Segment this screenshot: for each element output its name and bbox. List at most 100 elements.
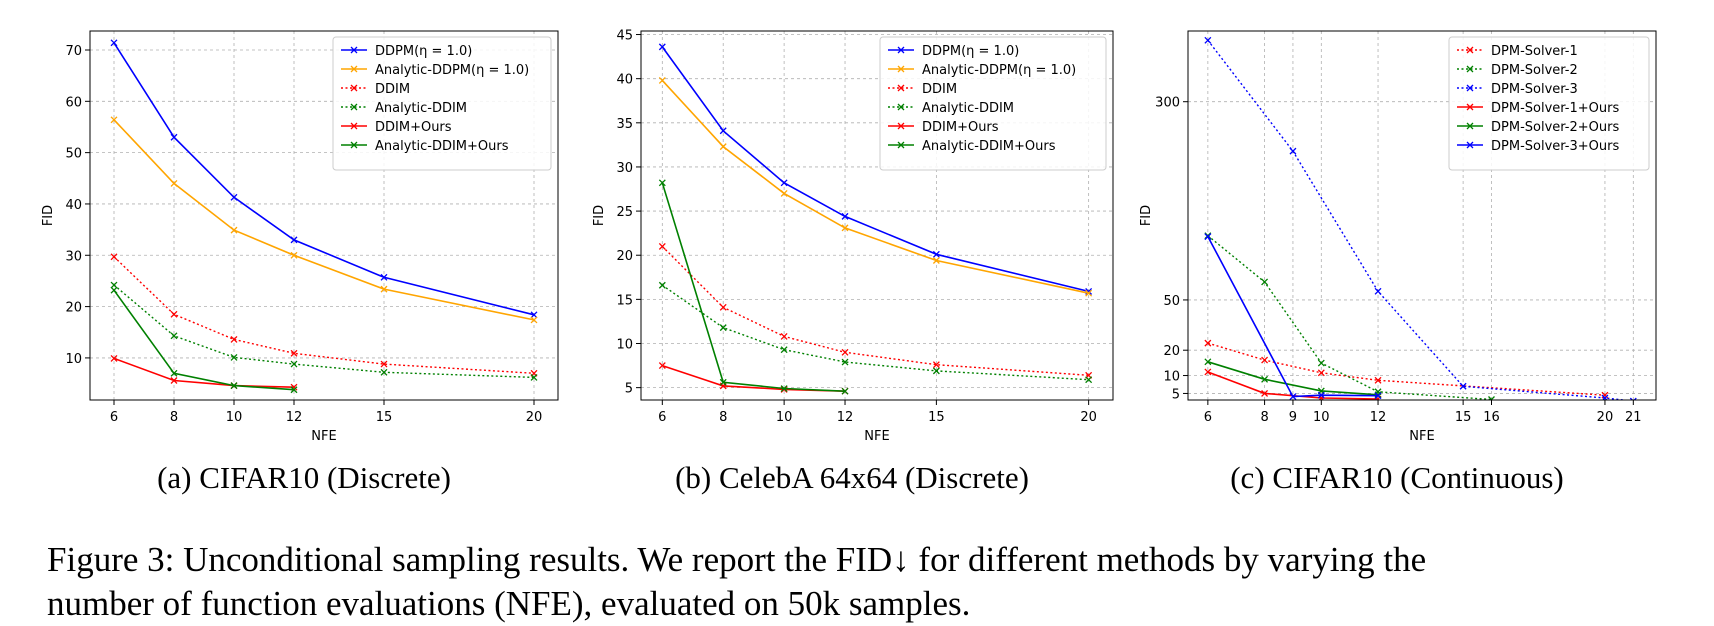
data-point bbox=[658, 242, 666, 250]
y-tick-label: 50 bbox=[1163, 294, 1180, 309]
legend-marker bbox=[1466, 141, 1474, 149]
subcaption-c: (c) CIFAR10 (Continuous) bbox=[1230, 460, 1564, 495]
x-tick-label: 12 bbox=[837, 410, 854, 425]
data-point bbox=[658, 76, 666, 84]
data-point bbox=[1289, 393, 1297, 400]
data-point bbox=[1374, 287, 1382, 295]
x-tick-label: 20 bbox=[1080, 410, 1097, 425]
legend: DDPM(η = 1.0) Analytic-DDPM(η = 1.0) DDIM A… bbox=[332, 36, 552, 171]
data-point bbox=[230, 382, 238, 390]
data-point bbox=[170, 179, 178, 187]
y-tick-label: 5 bbox=[1172, 387, 1180, 402]
plot-frame bbox=[1187, 30, 1657, 401]
series-line bbox=[1207, 342, 1605, 396]
data-point bbox=[170, 310, 178, 318]
series-line bbox=[113, 256, 535, 374]
series bbox=[110, 286, 298, 394]
series bbox=[1204, 36, 1637, 400]
x-tick-label: 6 bbox=[658, 410, 666, 425]
data-point bbox=[290, 251, 298, 259]
x-tick-label: 8 bbox=[170, 410, 178, 425]
legend-marker bbox=[897, 46, 905, 54]
data-point bbox=[719, 127, 727, 135]
y-tick-label: 20 bbox=[65, 301, 82, 316]
data-point bbox=[1204, 233, 1212, 241]
data-point bbox=[780, 332, 788, 340]
data-point bbox=[1261, 278, 1269, 286]
data-point bbox=[1261, 389, 1269, 397]
data-point bbox=[1261, 375, 1269, 383]
data-point bbox=[841, 358, 849, 366]
data-point bbox=[932, 367, 940, 375]
figure-caption-line-2: number of function evaluations (NFE), ev… bbox=[47, 584, 971, 623]
y-tick-label: 40 bbox=[65, 198, 82, 213]
data-point bbox=[1085, 289, 1093, 297]
x-tick-label: 12 bbox=[1370, 410, 1387, 425]
data-point bbox=[530, 373, 538, 381]
legend-label: Analytic-DDPM(η = 1.0) bbox=[922, 63, 1076, 78]
legend: DPM-Solver-1 DPM-Solver-2 DPM-Solver-3 DPM-… bbox=[1448, 36, 1650, 171]
x-tick-label: 10 bbox=[1313, 410, 1330, 425]
data-point bbox=[1204, 358, 1212, 366]
data-point bbox=[110, 354, 118, 362]
series-line bbox=[1207, 236, 1379, 398]
y-tick-label: 40 bbox=[616, 73, 633, 88]
plot-frame bbox=[89, 30, 559, 401]
data-point bbox=[380, 368, 388, 376]
series-line bbox=[661, 245, 1089, 376]
series bbox=[110, 354, 298, 391]
series bbox=[1204, 233, 1382, 400]
legend-marker bbox=[350, 84, 358, 92]
data-point bbox=[1317, 391, 1325, 399]
data-point bbox=[780, 346, 788, 354]
series-line bbox=[113, 119, 535, 321]
data-point bbox=[110, 253, 118, 261]
legend-box bbox=[332, 36, 552, 171]
data-point bbox=[780, 179, 788, 187]
y-axis-label: FID bbox=[592, 205, 607, 226]
data-point bbox=[658, 43, 666, 51]
data-point bbox=[170, 133, 178, 141]
y-tick-label: 30 bbox=[65, 249, 82, 264]
data-point bbox=[841, 212, 849, 220]
y-tick-label: 60 bbox=[65, 95, 82, 110]
figure-charts: 6 8 10 12 15 20 10 20 30 40 50 60 70 NFE FID DDPM(η = 1… bbox=[41, 29, 1657, 444]
data-point bbox=[230, 193, 238, 201]
data-point bbox=[1601, 394, 1609, 400]
y-tick-label: 25 bbox=[616, 205, 633, 220]
data-point bbox=[841, 224, 849, 232]
x-tick-label: 20 bbox=[526, 410, 543, 425]
x-tick-label: 15 bbox=[1455, 410, 1472, 425]
subcaption-b: (b) CelebA 64x64 (Discrete) bbox=[675, 460, 1029, 495]
legend-label: Analytic-DDIM+Ours bbox=[922, 139, 1056, 154]
series-line bbox=[661, 46, 1089, 293]
data-point bbox=[1204, 339, 1212, 347]
legend-marker bbox=[350, 141, 358, 149]
legend-marker bbox=[350, 65, 358, 73]
y-tick-label: 50 bbox=[65, 147, 82, 162]
legend-marker bbox=[897, 65, 905, 73]
legend-marker bbox=[897, 84, 905, 92]
legend-marker bbox=[897, 141, 905, 149]
series bbox=[110, 281, 538, 381]
data-point bbox=[290, 236, 298, 244]
data-point bbox=[1601, 391, 1609, 399]
x-axis-label: NFE bbox=[1409, 429, 1434, 444]
y-axis-label: FID bbox=[1139, 205, 1154, 226]
data-point bbox=[1317, 369, 1325, 377]
legend-box bbox=[879, 36, 1107, 171]
data-point bbox=[1204, 36, 1212, 44]
data-point bbox=[658, 281, 666, 289]
x-axis-label: NFE bbox=[864, 429, 889, 444]
legend-label: DDPM(η = 1.0) bbox=[375, 44, 472, 59]
x-axis-label: NFE bbox=[311, 429, 336, 444]
plot-frame bbox=[640, 30, 1114, 401]
legend-label: Analytic-DDPM(η = 1.0) bbox=[375, 63, 529, 78]
legend-marker bbox=[350, 122, 358, 130]
data-point bbox=[1261, 356, 1269, 364]
series-line bbox=[113, 289, 295, 391]
y-tick-label: 30 bbox=[616, 161, 633, 176]
y-tick-label: 20 bbox=[1163, 344, 1180, 359]
x-tick-label: 21 bbox=[1625, 410, 1642, 425]
data-point bbox=[230, 335, 238, 343]
